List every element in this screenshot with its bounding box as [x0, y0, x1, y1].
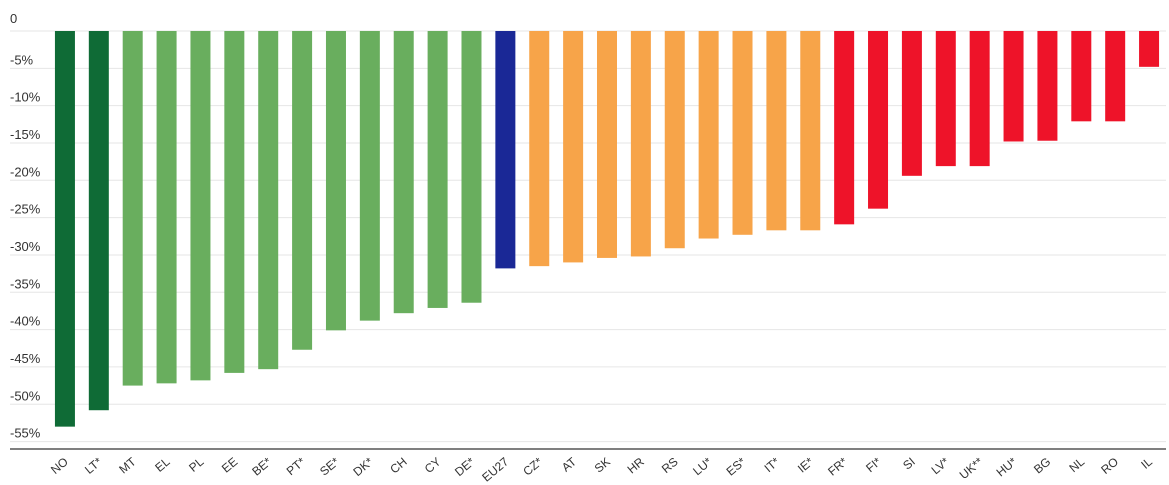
- bar-es: [732, 31, 753, 235]
- y-tick-label: 0: [10, 11, 17, 26]
- x-tick-label: MT: [116, 454, 139, 476]
- bar-mt: [122, 31, 143, 386]
- bar-lt: [88, 31, 109, 411]
- x-tick-label: CZ*: [520, 454, 545, 478]
- x-tick-label: HU*: [994, 454, 1020, 479]
- x-tick-label: LT*: [82, 454, 105, 476]
- bar-pl: [190, 31, 211, 381]
- bar-nl: [1071, 31, 1092, 122]
- bar-il: [1139, 31, 1160, 67]
- y-tick-label: -35%: [10, 276, 41, 291]
- bar-ie: [800, 31, 821, 231]
- bar-bg: [1037, 31, 1058, 141]
- bar-no: [54, 31, 75, 427]
- bar-it: [766, 31, 787, 231]
- x-tick-label: CY: [422, 455, 444, 476]
- x-tick-label: BG: [1031, 455, 1053, 477]
- bar-cz: [529, 31, 550, 267]
- y-tick-label: -50%: [10, 388, 41, 403]
- x-tick-label: FI*: [863, 454, 884, 475]
- x-tick-label: UK**: [957, 454, 986, 482]
- bar-el: [156, 31, 177, 384]
- bar-pt: [292, 31, 313, 350]
- x-tick-label: IT*: [762, 454, 783, 475]
- x-tick-label: CH: [387, 455, 409, 477]
- x-tick-label: LU*: [690, 454, 715, 478]
- x-tick-label: RS: [659, 455, 681, 476]
- bar-se: [325, 31, 346, 331]
- bar-si: [901, 31, 922, 176]
- x-tick-label: SI: [900, 455, 918, 473]
- x-tick-label: PT*: [284, 454, 309, 478]
- x-tick-label: BE*: [249, 454, 274, 478]
- bar-lu: [698, 31, 719, 239]
- y-tick-label: -10%: [10, 90, 41, 105]
- x-tick-label: NL: [1066, 454, 1087, 475]
- x-tick-label: DK*: [350, 454, 376, 479]
- bar-eu27: [495, 31, 516, 269]
- y-tick-label: -25%: [10, 202, 41, 217]
- bar-fi: [868, 31, 889, 209]
- x-tick-label: ES*: [724, 454, 749, 478]
- gridlines: [10, 30, 1166, 443]
- y-tick-label: -55%: [10, 426, 41, 441]
- bar-be: [258, 31, 279, 370]
- bar-lv: [935, 31, 956, 167]
- bar-ro: [1105, 31, 1126, 122]
- x-tick-label: SK: [592, 455, 613, 476]
- bar-dk: [359, 31, 380, 321]
- bar-cy: [427, 31, 448, 308]
- bar-hu: [1003, 31, 1024, 142]
- x-tick-label: DE*: [452, 454, 478, 479]
- bars: [54, 31, 1160, 427]
- x-tick-label: EL: [152, 454, 172, 474]
- y-tick-label: -15%: [10, 127, 41, 142]
- bar-sk: [597, 31, 617, 258]
- y-tick-label: -40%: [10, 314, 41, 329]
- x-tick-label: IE*: [795, 454, 817, 475]
- bar-ch: [393, 31, 414, 314]
- x-tick-label: RO: [1098, 455, 1121, 477]
- bar-at: [563, 31, 584, 263]
- y-tick-label: -20%: [10, 164, 41, 179]
- x-tick-label: FR*: [825, 454, 850, 478]
- bar-rs: [664, 31, 685, 249]
- bar-uk: [969, 31, 990, 167]
- bar-fr: [834, 31, 855, 225]
- bar-ee: [224, 31, 245, 373]
- y-tick-label: -30%: [10, 239, 41, 254]
- bar-de: [461, 31, 482, 303]
- x-tick-label: HR: [625, 454, 648, 476]
- x-tick-label: LV*: [929, 454, 952, 477]
- y-axis-ticks: 0 -5% -10% -15% -20% -25% -30% -35% -40% -45% -50%…: [10, 11, 41, 441]
- x-tick-label: SE*: [317, 454, 342, 478]
- y-tick-label: -5%: [10, 52, 34, 67]
- x-axis-ticks: NO LT* MT EL PL EE BE* PT* SE* DK* CH CY DE* EU27 CZ* A…: [48, 454, 1155, 484]
- x-tick-label: IL: [1138, 454, 1155, 471]
- bar-hr: [630, 31, 651, 257]
- x-tick-label: AT: [559, 454, 580, 474]
- x-tick-label: EU27: [479, 454, 511, 484]
- y-tick-label: -45%: [10, 351, 41, 366]
- x-tick-label: NO: [48, 455, 71, 477]
- x-tick-label: PL: [186, 454, 206, 474]
- x-tick-label: EE: [219, 455, 240, 476]
